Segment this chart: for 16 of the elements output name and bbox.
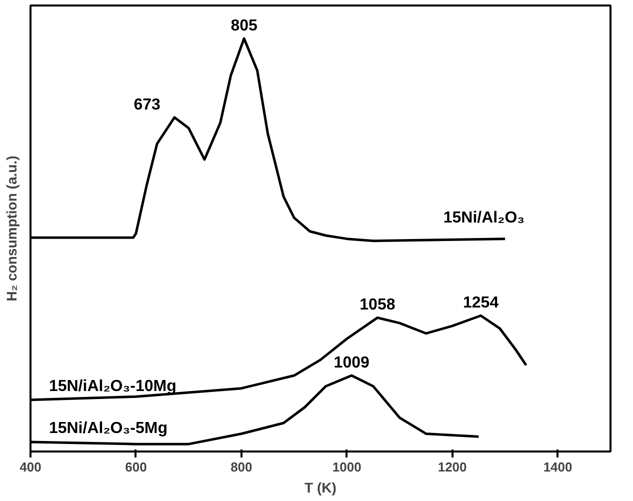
x-axis-title: T (K) — [304, 480, 336, 496]
annotation: 1058 — [360, 296, 396, 314]
annotation: 805 — [230, 18, 258, 35]
x-tick-label: 600 — [125, 460, 147, 474]
x-tick-label: 1400 — [543, 460, 572, 474]
annotation: 1254 — [462, 294, 499, 312]
x-tick-label: 1000 — [332, 460, 362, 474]
annotation: 673 — [134, 96, 161, 114]
x-tick-label: 400 — [20, 460, 42, 474]
series-label: 15Ni/Al₂O₃-5Mg — [48, 420, 168, 438]
series-label: 15N/iAl₂O₃-10Mg — [48, 378, 176, 395]
series-label: 15Ni/Al₂O₃ — [443, 209, 525, 226]
x-tick-label: 800 — [230, 460, 252, 474]
x-tick-label: 1200 — [438, 460, 467, 474]
annotation: 1009 — [334, 354, 370, 372]
y-axis-title: H₂ consumption (a.u.) — [4, 156, 20, 302]
